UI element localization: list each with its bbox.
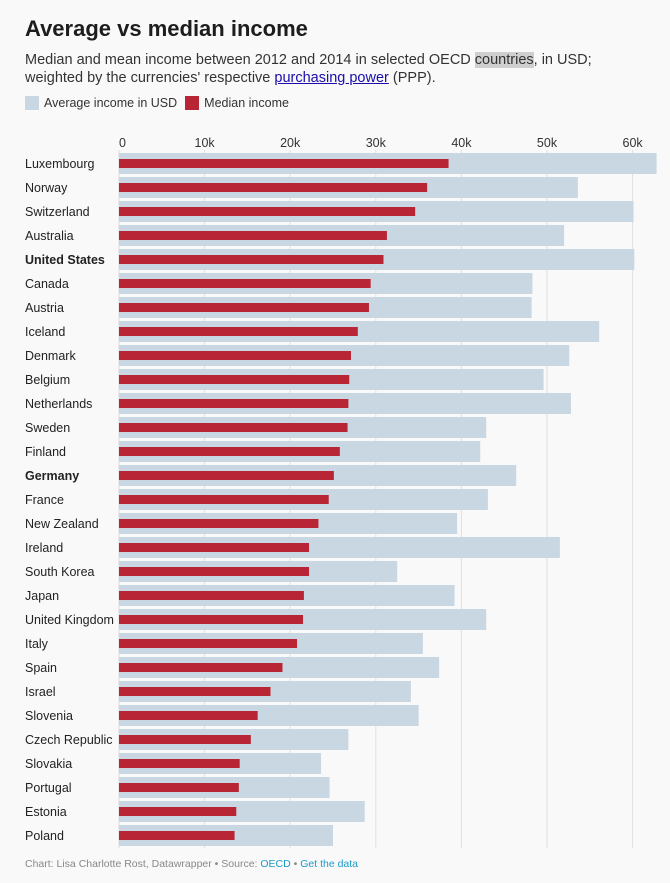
bar-average-16 [119,537,560,558]
category-label: Germany [25,469,79,483]
bar-median-20 [119,639,298,648]
bar-median-12 [119,447,340,456]
bar-median-26 [119,783,239,792]
subtitle-text-2: , in USD; weighted by the currencies' re… [25,52,592,86]
bar-median-25 [119,759,240,768]
x-tick-label: 0 [119,136,126,150]
bar-median-2 [119,207,416,216]
source-link[interactable]: OECD [260,858,291,870]
bar-median-5 [119,279,371,288]
bar-median-27 [119,807,237,816]
category-label: Czech Republic [25,733,113,747]
category-label: Sweden [25,421,70,435]
purchasing-power-link[interactable]: purchasing power [274,70,389,86]
bar-median-24 [119,735,251,744]
legend-label-average: Average income in USD [44,96,178,110]
chart-footer: Chart: Lisa Charlotte Rost, Datawrapper … [25,858,358,870]
category-label: New Zealand [25,517,99,531]
category-label: United States [25,253,105,267]
category-label: Austria [25,301,64,315]
category-label: Australia [25,229,74,243]
bar-median-22 [119,687,271,696]
category-label: France [25,493,64,507]
bar-median-4 [119,255,384,264]
category-label: Slovakia [25,757,72,771]
x-tick-label: 50k [537,136,558,150]
x-tick-label: 40k [451,136,472,150]
legend-item-average: Average income in USD [25,96,177,110]
category-label: Iceland [25,325,65,339]
category-label: Luxembourg [25,157,95,171]
category-label: Denmark [25,349,76,363]
x-tick-label: 20k [280,136,301,150]
category-label: Switzerland [25,205,90,219]
bar-average-23 [119,705,419,726]
bar-median-15 [119,519,319,528]
category-label: United Kingdom [25,613,114,627]
bar-median-19 [119,615,304,624]
bar-median-0 [119,159,449,168]
bar-median-10 [119,399,349,408]
category-label: Finland [25,445,66,459]
bar-median-18 [119,591,304,600]
legend-label-median: Median income [204,96,289,110]
category-label: Japan [25,589,59,603]
x-tick-label: 30k [366,136,387,150]
category-label: Estonia [25,805,67,819]
bar-median-7 [119,327,358,336]
x-tick-label: 60k [623,136,644,150]
category-label: South Korea [25,565,95,579]
bar-average-7 [119,321,600,342]
bar-median-13 [119,471,334,480]
bar-median-9 [119,375,350,384]
subtitle-text-3: (PPP). [388,70,436,86]
bar-median-23 [119,711,258,720]
category-label: Israel [25,685,56,699]
bar-median-1 [119,183,428,192]
chart-title: Average vs median income [25,16,308,41]
bar-median-11 [119,423,348,432]
subtitle-text-1: Median and mean income between 2012 and … [25,52,475,68]
bar-median-16 [119,543,310,552]
x-tick-label: 10k [195,136,216,150]
chart-subtitle: Median and mean income between 2012 and … [25,51,650,87]
category-label: Poland [25,829,64,843]
legend-swatch-median [185,96,200,110]
bar-median-6 [119,303,369,312]
category-label: Netherlands [25,397,92,411]
category-label: Slovenia [25,709,73,723]
bar-average-27 [119,801,365,822]
bar-median-21 [119,663,283,672]
subtitle-highlight: countries [474,52,534,68]
bar-median-14 [119,495,329,504]
footer-separator: • [290,858,301,870]
category-label: Belgium [25,373,70,387]
get-data-link[interactable]: Get the data [300,858,359,870]
footer-credit: Chart: Lisa Charlotte Rost, Datawrapper … [25,858,261,870]
category-label: Spain [25,661,57,675]
legend-item-median: Median income [185,96,289,110]
category-label: Italy [25,637,49,651]
bar-median-3 [119,231,387,240]
bar-median-8 [119,351,351,360]
bar-median-28 [119,831,235,840]
bar-median-17 [119,567,310,576]
category-label: Ireland [25,541,63,555]
category-label: Portugal [25,781,72,795]
legend-swatch-average [25,96,39,110]
category-label: Canada [25,277,69,291]
chart-legend: Average income in USD Median income [25,96,297,110]
category-label: Norway [25,181,68,195]
